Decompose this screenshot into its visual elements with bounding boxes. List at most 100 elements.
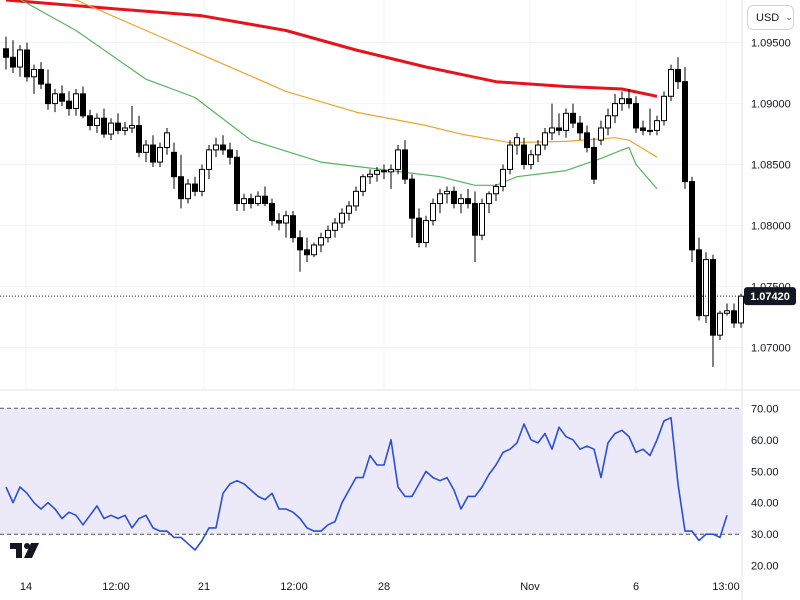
candle	[367, 169, 373, 185]
candle-body	[514, 137, 520, 146]
candle	[38, 62, 44, 89]
candle-body	[31, 68, 37, 78]
candle	[213, 137, 219, 158]
candle-body	[437, 193, 443, 205]
candle	[374, 166, 380, 182]
candle	[220, 135, 226, 155]
candle-body	[178, 176, 184, 200]
candle-body	[94, 117, 100, 127]
candle	[598, 120, 604, 146]
candle	[332, 218, 338, 238]
rsi-pane	[0, 407, 742, 535]
candle-body	[416, 217, 422, 244]
candle-body	[269, 203, 275, 222]
candle	[94, 113, 100, 133]
candle-body	[724, 310, 730, 314]
candle-body	[591, 146, 597, 180]
candle	[129, 106, 135, 133]
candle	[122, 121, 128, 136]
candle-body	[661, 95, 667, 122]
candle-body	[717, 312, 723, 336]
candle	[556, 113, 562, 136]
candle-body	[297, 237, 303, 251]
candle	[304, 237, 310, 263]
rsi-tick-label: 40.00	[751, 498, 779, 510]
candle	[178, 154, 184, 209]
candle	[101, 108, 107, 138]
candle-body	[647, 129, 653, 132]
candle	[689, 176, 695, 263]
candle	[311, 242, 317, 258]
candle-body	[640, 127, 646, 131]
candle-body	[528, 154, 534, 166]
candle	[108, 118, 114, 141]
candle	[66, 91, 72, 116]
candle	[45, 69, 51, 110]
time-tick-label: 12:00	[102, 581, 130, 593]
candle-body	[45, 83, 51, 105]
candle-body	[500, 168, 506, 187]
candle-body	[360, 176, 366, 192]
candle-body	[304, 249, 310, 256]
candle-body	[472, 203, 478, 236]
candle-body	[353, 190, 359, 207]
candle	[416, 208, 422, 248]
candle	[234, 149, 240, 211]
candle	[577, 115, 583, 141]
candle	[17, 45, 23, 77]
ma-slow-line	[5, 0, 658, 98]
candle	[451, 186, 457, 209]
rsi-indicator	[5, 416, 728, 551]
candle-body	[444, 190, 450, 195]
candle	[290, 210, 296, 243]
candle-body	[486, 193, 492, 205]
candle-body	[24, 49, 30, 78]
candle-body	[199, 168, 205, 192]
candle	[80, 86, 86, 119]
candle	[570, 103, 576, 128]
candle-body	[143, 144, 149, 153]
candle	[696, 237, 702, 321]
candle	[143, 140, 149, 163]
candle	[563, 108, 569, 138]
candle	[661, 91, 667, 126]
candle-body	[409, 178, 415, 219]
candle-body	[738, 295, 744, 324]
candle	[395, 145, 401, 175]
candle	[640, 120, 646, 136]
price-tick-label: 1.09500	[751, 38, 791, 50]
candle	[10, 40, 16, 74]
rsi-tick-label: 60.00	[751, 435, 779, 447]
candle	[584, 125, 590, 153]
candle-body	[577, 122, 583, 134]
candle	[360, 174, 366, 197]
candle-body	[374, 170, 380, 175]
candle	[626, 88, 632, 109]
candle-body	[696, 249, 702, 317]
rsi-line	[5, 416, 728, 551]
candle-body	[542, 132, 548, 146]
candle	[381, 164, 387, 180]
candle-body	[395, 149, 401, 170]
candle-body	[535, 144, 541, 156]
candle	[542, 127, 548, 150]
currency-selector[interactable]: USD ⌄	[747, 5, 794, 30]
candle	[59, 85, 65, 107]
candle	[437, 188, 443, 214]
candle-body	[10, 56, 16, 68]
candle	[402, 140, 408, 185]
candle	[150, 135, 156, 167]
candle	[318, 232, 324, 253]
time-tick-label: 6	[633, 581, 639, 593]
candle-body	[430, 203, 436, 222]
candle-body	[710, 259, 716, 336]
candle-body	[136, 125, 142, 153]
candle	[276, 213, 282, 231]
candle	[486, 191, 492, 214]
candlesticks	[3, 36, 744, 367]
candle	[514, 132, 520, 155]
candle-body	[521, 144, 527, 166]
time-tick-label: 13:00	[712, 581, 740, 593]
candle	[479, 198, 485, 241]
